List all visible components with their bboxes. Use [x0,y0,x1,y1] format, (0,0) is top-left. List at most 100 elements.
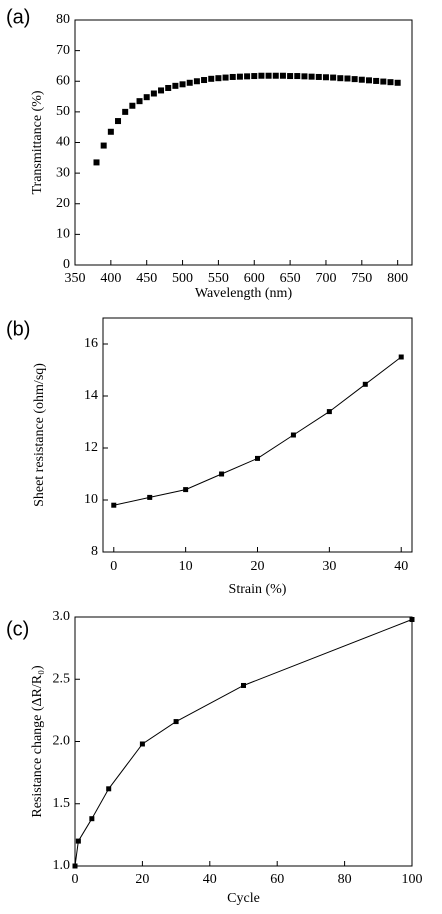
data-point [215,75,222,82]
x-tick-label: 60 [270,872,284,887]
plot-frame [74,19,413,266]
x-tick-label: 20 [251,559,265,574]
y-tick-label: 8 [91,544,98,559]
x-tick-label: 450 [136,271,157,286]
data-point [373,77,380,84]
panel-label: (b) [6,318,30,340]
data-point [158,87,165,94]
y-tick-label: 20 [56,196,70,211]
x-tick-label: 20 [135,872,149,887]
x-tick-label: 550 [208,271,229,286]
data-point [301,73,308,80]
y-tick-label: 14 [84,388,98,403]
y-tick-label: 2.0 [53,734,71,749]
plot-frame [102,317,413,553]
data-point [362,381,368,387]
y-tick-label: 50 [56,104,70,119]
data-point [380,78,387,85]
data-point [172,82,179,89]
data-point [222,74,229,81]
x-tick-label: 0 [110,559,117,574]
y-tick-label: 1.0 [53,858,71,873]
x-tick-label: 350 [65,271,86,286]
y-tick-label: 60 [56,73,70,88]
data-point [265,72,272,79]
x-axis-label: Strain (%) [229,582,287,597]
x-tick-label: 600 [244,271,265,286]
data-point [322,74,329,81]
data-point [139,741,145,747]
y-tick-label: 30 [56,165,70,180]
panel-label: (a) [6,6,30,28]
data-point [351,76,358,83]
y-axis-label: Resistance change (ΔR/R₀) [30,665,45,818]
x-tick-label: 40 [394,559,408,574]
data-point [308,73,315,80]
data-point [287,73,294,80]
data-point [129,102,136,109]
data-point [290,432,296,438]
data-point [72,863,78,869]
x-tick-label: 100 [402,872,423,887]
y-tick-label: 1.5 [53,796,71,811]
data-point [241,682,246,688]
x-tick-label: 40 [203,872,217,887]
data-point [165,84,172,91]
data-point [193,78,200,85]
y-tick-label: 80 [56,12,70,27]
data-point [294,73,301,80]
y-tick-label: 10 [56,227,70,242]
x-tick-label: 400 [100,271,121,286]
data-point [219,471,225,477]
x-axis-label: Wavelength (nm) [195,286,293,301]
x-tick-label: 700 [315,271,336,286]
data-point [315,73,322,80]
data-point [236,73,243,80]
data-point [272,72,279,79]
y-tick-label: 16 [84,336,98,351]
data-point [326,409,332,415]
data-point [136,98,143,105]
x-axis-label: Cycle [227,891,260,906]
y-tick-label: 70 [56,43,70,58]
x-tick-label: 500 [172,271,193,286]
x-tick-label: 750 [351,271,372,286]
data-point [344,75,351,82]
data-point [201,77,208,84]
data-point [229,73,236,80]
data-point [255,455,260,461]
data-point [387,79,394,86]
data-point [251,73,258,80]
data-point [122,108,129,115]
y-tick-label: 12 [84,440,98,455]
data-point [100,142,107,149]
panel-label: (c) [6,618,29,640]
x-tick-label: 650 [280,271,301,286]
x-tick-label: 10 [179,559,193,574]
data-point [106,786,112,792]
y-tick-label: 10 [84,492,98,507]
x-tick-label: 80 [338,872,352,887]
data-point [244,73,251,80]
x-tick-label: 0 [72,872,79,887]
data-point [115,118,122,125]
data-point [147,494,153,500]
y-tick-label: 3.0 [53,609,71,624]
data-point [330,74,337,81]
data-point [409,616,415,622]
y-tick-label: 0 [63,257,70,272]
data-point [279,72,286,79]
data-line [113,356,402,506]
plot-frame [74,616,413,867]
data-point [89,816,95,822]
data-point [186,79,193,86]
data-point [143,94,150,101]
data-point [208,75,215,82]
data-line [74,619,413,867]
data-point [75,838,81,844]
y-tick-label: 40 [56,135,70,150]
data-point [173,719,179,725]
y-axis-label: Sheet resistance (ohm/sq) [32,363,47,507]
data-point [179,81,186,88]
